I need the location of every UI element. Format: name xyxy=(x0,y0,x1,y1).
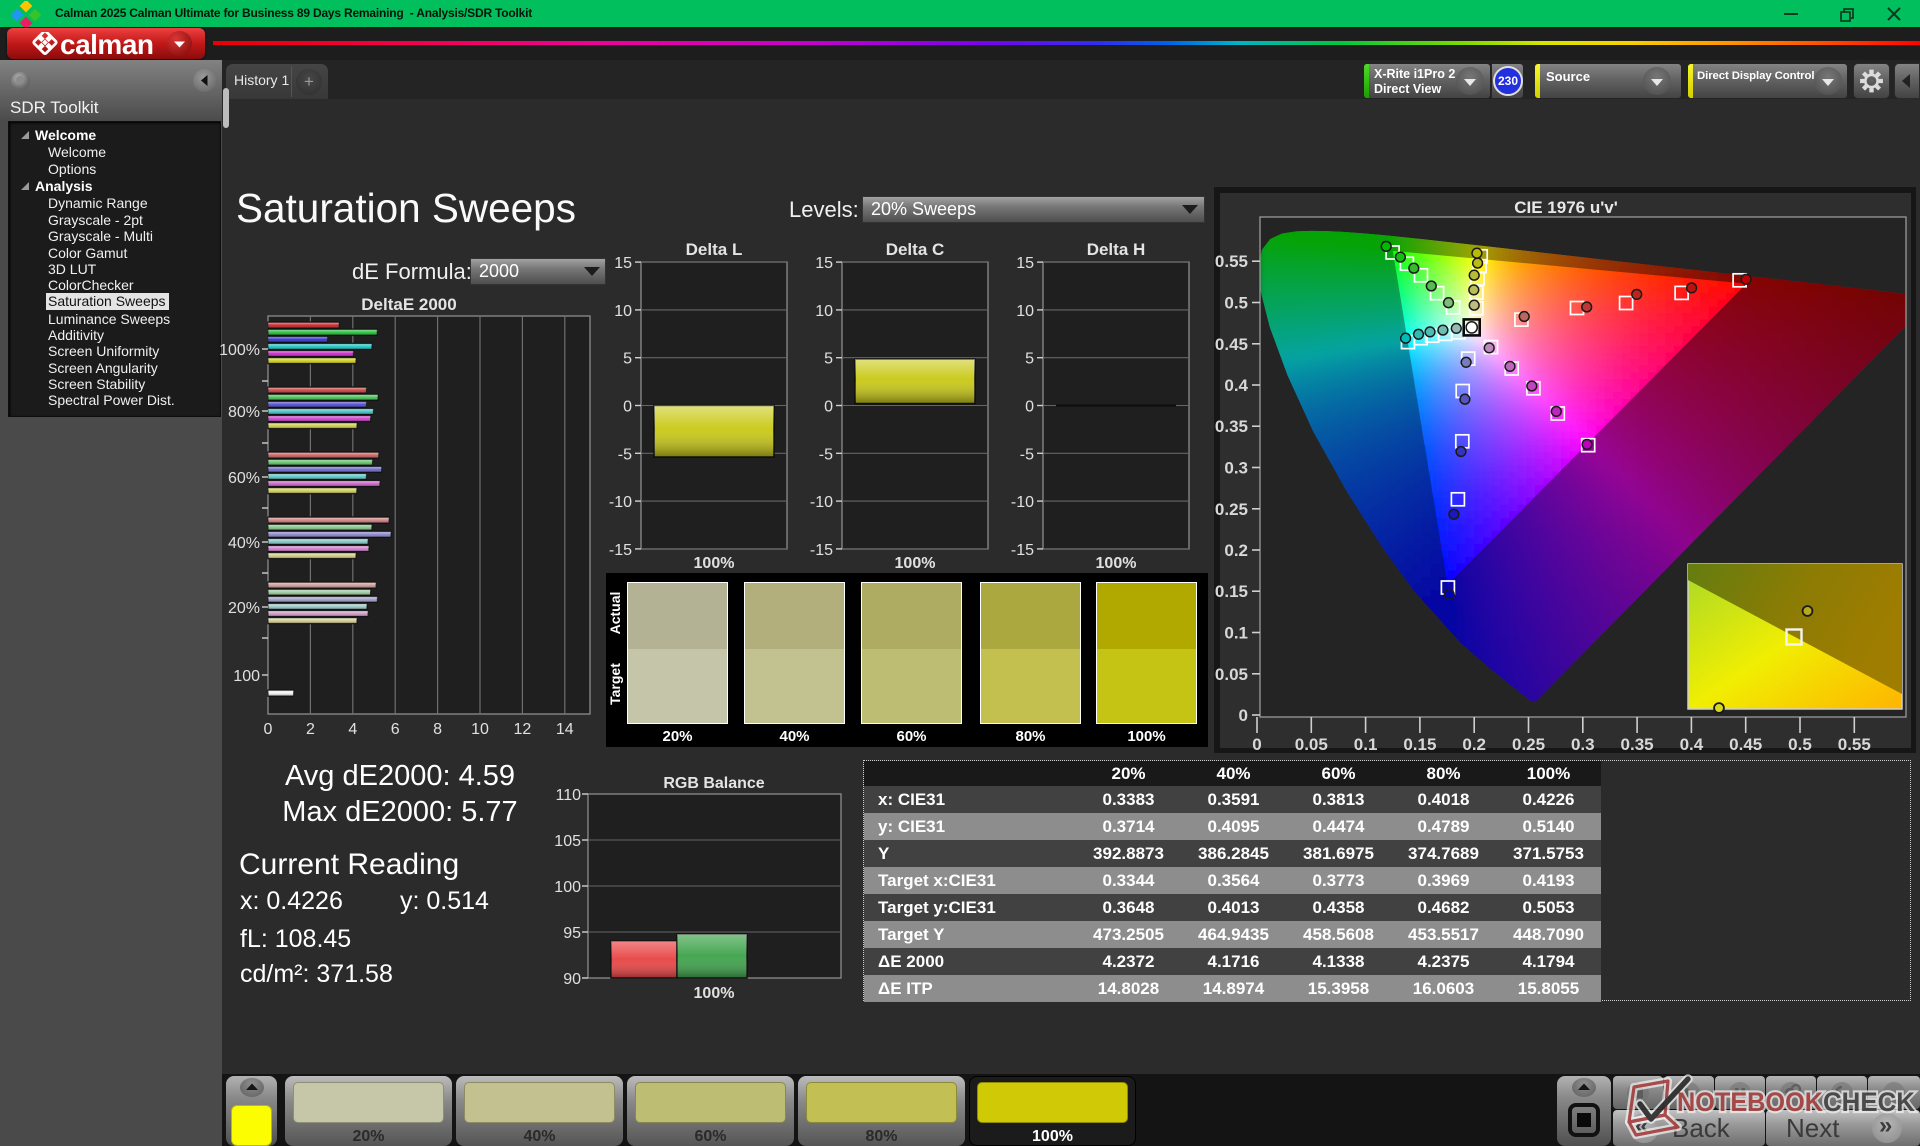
svg-text:0.4: 0.4 xyxy=(1224,376,1248,395)
svg-text:0.5: 0.5 xyxy=(1788,735,1812,754)
svg-text:2: 2 xyxy=(306,721,315,738)
svg-text:10: 10 xyxy=(1016,303,1034,320)
svg-text:0.25: 0.25 xyxy=(1215,500,1248,519)
svg-text:Delta C: Delta C xyxy=(886,240,945,259)
svg-text:100: 100 xyxy=(554,879,581,896)
svg-text:0.05: 0.05 xyxy=(1215,665,1248,684)
svg-text:-5: -5 xyxy=(1020,446,1034,463)
svg-text:100%: 100% xyxy=(219,342,260,359)
svg-text:0.05: 0.05 xyxy=(1295,735,1328,754)
svg-text:95: 95 xyxy=(563,925,581,942)
svg-text:-5: -5 xyxy=(618,446,632,463)
svg-text:0.2: 0.2 xyxy=(1462,735,1486,754)
svg-text:100%: 100% xyxy=(895,555,936,572)
svg-text:-10: -10 xyxy=(609,494,632,511)
svg-text:-15: -15 xyxy=(609,542,632,559)
svg-text:105: 105 xyxy=(554,833,581,850)
svg-text:DeltaE 2000: DeltaE 2000 xyxy=(361,295,456,314)
svg-text:0: 0 xyxy=(1025,399,1034,416)
svg-text:100: 100 xyxy=(233,668,260,685)
svg-text:-15: -15 xyxy=(1011,542,1034,559)
svg-text:0.5: 0.5 xyxy=(1224,294,1248,313)
svg-text:5: 5 xyxy=(824,351,833,368)
svg-text:40%: 40% xyxy=(228,535,260,552)
svg-text:0: 0 xyxy=(264,721,273,738)
svg-text:Delta H: Delta H xyxy=(1087,240,1146,259)
svg-text:10: 10 xyxy=(471,721,489,738)
svg-text:15: 15 xyxy=(815,255,833,272)
svg-text:NOTEBOOK: NOTEBOOK xyxy=(1677,1087,1823,1117)
svg-text:Delta L: Delta L xyxy=(686,240,743,259)
svg-text:0.15: 0.15 xyxy=(1215,582,1248,601)
svg-text:100%: 100% xyxy=(694,555,735,572)
svg-text:-10: -10 xyxy=(1011,494,1034,511)
svg-text:0.3: 0.3 xyxy=(1224,459,1248,478)
svg-text:8: 8 xyxy=(433,721,442,738)
svg-text:0: 0 xyxy=(1252,735,1261,754)
svg-text:0.2: 0.2 xyxy=(1224,541,1248,560)
svg-text:0.25: 0.25 xyxy=(1512,735,1545,754)
svg-text:CHECK: CHECK xyxy=(1823,1087,1915,1117)
svg-text:110: 110 xyxy=(555,787,581,804)
svg-text:CIE 1976 u'v': CIE 1976 u'v' xyxy=(1514,198,1618,217)
svg-text:RGB Balance: RGB Balance xyxy=(663,775,764,792)
svg-text:15: 15 xyxy=(1016,255,1034,272)
svg-text:4: 4 xyxy=(348,721,357,738)
svg-text:CHECK: CHECK xyxy=(1823,1087,1915,1117)
svg-text:0.45: 0.45 xyxy=(1215,335,1248,354)
svg-text:0.1: 0.1 xyxy=(1354,735,1378,754)
svg-text:15: 15 xyxy=(614,255,632,272)
svg-text:0.3: 0.3 xyxy=(1571,735,1595,754)
svg-text:80%: 80% xyxy=(228,404,260,421)
svg-text:10: 10 xyxy=(614,303,632,320)
svg-text:0: 0 xyxy=(1239,706,1248,725)
svg-text:0.55: 0.55 xyxy=(1215,252,1248,271)
svg-text:100%: 100% xyxy=(1096,555,1137,572)
svg-text:0.35: 0.35 xyxy=(1621,735,1654,754)
svg-text:90: 90 xyxy=(563,971,581,988)
svg-text:0.1: 0.1 xyxy=(1224,624,1248,643)
svg-text:0.35: 0.35 xyxy=(1215,417,1248,436)
svg-text:0.55: 0.55 xyxy=(1838,735,1871,754)
svg-text:0.15: 0.15 xyxy=(1403,735,1436,754)
svg-text:12: 12 xyxy=(514,721,532,738)
svg-text:-10: -10 xyxy=(810,494,833,511)
svg-text:0.45: 0.45 xyxy=(1729,735,1762,754)
svg-text:-5: -5 xyxy=(819,446,833,463)
svg-text:NOTEBOOK: NOTEBOOK xyxy=(1677,1087,1823,1117)
svg-text:60%: 60% xyxy=(228,470,260,487)
svg-text:0.4: 0.4 xyxy=(1680,735,1704,754)
svg-text:20%: 20% xyxy=(228,600,260,617)
svg-text:100%: 100% xyxy=(694,985,735,1002)
svg-text:5: 5 xyxy=(1025,351,1034,368)
svg-text:-15: -15 xyxy=(810,542,833,559)
svg-text:6: 6 xyxy=(391,721,400,738)
svg-text:14: 14 xyxy=(556,721,574,738)
svg-text:0: 0 xyxy=(824,399,833,416)
svg-text:10: 10 xyxy=(815,303,833,320)
svg-text:0: 0 xyxy=(623,399,632,416)
svg-text:5: 5 xyxy=(623,351,632,368)
